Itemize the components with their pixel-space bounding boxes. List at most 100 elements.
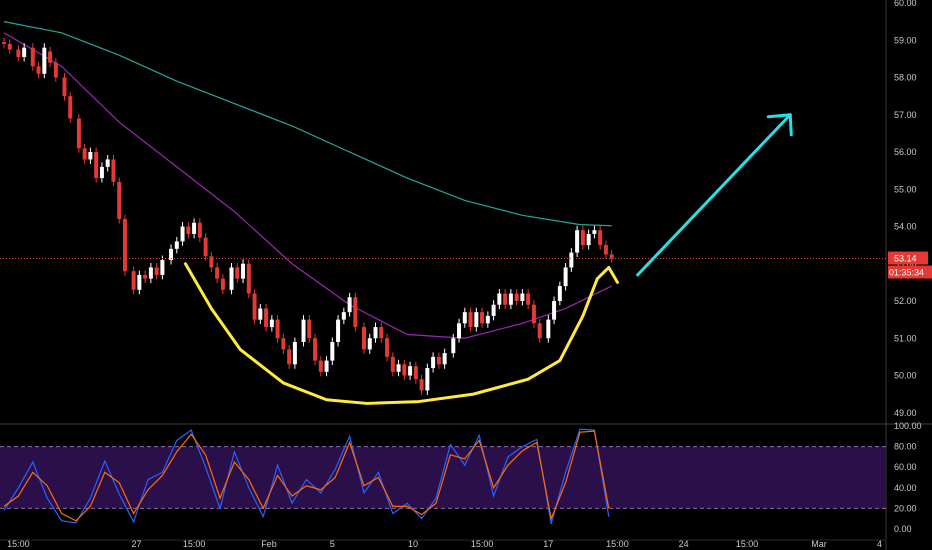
x-tick-label: 15:00 [736, 539, 759, 549]
x-tick-label: Feb [261, 539, 277, 549]
cup-annotation [183, 262, 619, 405]
candle [353, 297, 358, 328]
candle [186, 226, 191, 234]
candle [497, 293, 502, 305]
candle [264, 308, 269, 328]
y-tick-label: 55.00 [894, 184, 917, 194]
candle [2, 42, 6, 44]
candle [373, 327, 378, 339]
candle [480, 312, 485, 324]
candle [197, 222, 202, 238]
candle [252, 293, 257, 320]
candle [203, 237, 208, 257]
candle [425, 368, 430, 391]
candle [552, 301, 557, 320]
candle [491, 304, 496, 316]
candle [526, 293, 531, 305]
x-tick-label: 15:00 [183, 539, 206, 549]
candle [514, 293, 519, 301]
candle [379, 327, 384, 339]
osc-tick-label: 0.00 [894, 524, 912, 534]
candle [390, 356, 395, 372]
x-tick-label: 27 [131, 539, 141, 549]
candle [154, 267, 159, 275]
y-tick-label: 60.00 [894, 0, 917, 8]
candle [229, 267, 234, 290]
candle [62, 77, 67, 97]
candle [603, 245, 608, 255]
candle [258, 308, 263, 320]
y-tick-label: 56.00 [894, 147, 917, 157]
candle [174, 241, 179, 249]
candle [105, 159, 110, 167]
candle [563, 267, 568, 287]
candle [598, 230, 603, 246]
candle [531, 304, 536, 324]
candle [537, 323, 542, 339]
candle [53, 62, 58, 78]
moving-averages [3, 21, 612, 339]
candle [281, 338, 286, 350]
candle [275, 319, 280, 339]
candle [82, 148, 87, 160]
candle [347, 297, 352, 313]
candle [442, 353, 447, 365]
candle [68, 96, 73, 119]
candle [42, 47, 47, 74]
candle [88, 152, 93, 160]
osc-tick-label: 100.00 [894, 421, 922, 431]
candle [557, 286, 562, 301]
candle [99, 166, 104, 179]
candle [235, 267, 240, 279]
countdown-label: 01:35:34 [889, 268, 924, 278]
candle [546, 319, 551, 339]
candle [246, 263, 251, 294]
candle [220, 278, 225, 290]
arrow-shaft [636, 113, 792, 277]
osc-tick-label: 60.00 [894, 462, 917, 472]
x-tick-label: 17 [543, 539, 553, 549]
oscillator-band [0, 446, 886, 509]
oscillator-line-k [3, 428, 610, 525]
candle [318, 360, 323, 372]
candle [169, 248, 174, 261]
ma_fast-line [3, 32, 612, 339]
candle [287, 349, 292, 365]
osc-tick-label: 20.00 [894, 503, 917, 513]
candle [580, 230, 585, 246]
candle [313, 338, 318, 361]
candle [117, 181, 122, 220]
candle [131, 271, 136, 290]
x-tick-label: 4 [877, 539, 882, 549]
candle [362, 327, 366, 350]
candle [569, 252, 574, 268]
candle [520, 293, 525, 301]
candle [575, 230, 580, 253]
candle [457, 323, 462, 339]
y-tick-label: 49.00 [894, 408, 917, 418]
candle [413, 366, 418, 380]
candle [292, 341, 297, 365]
x-tick-label: 5 [330, 539, 335, 549]
ma_slow-line [3, 21, 612, 227]
y-tick-label: 54.00 [894, 222, 917, 232]
candle [48, 51, 53, 63]
candle [402, 364, 407, 376]
candle [215, 267, 220, 279]
candle [324, 360, 329, 372]
candle [436, 356, 441, 365]
candle [586, 233, 591, 246]
candle [122, 219, 127, 272]
candle [431, 356, 436, 369]
candle [192, 222, 197, 234]
y-tick-label: 50.00 [894, 371, 917, 381]
candle [241, 263, 246, 279]
x-tick-label: 15:00 [471, 539, 494, 549]
osc-tick-label: 80.00 [894, 442, 917, 452]
last-price-badge [888, 251, 928, 265]
candle [180, 226, 185, 242]
x-tick-label: Mar [811, 539, 827, 549]
candle [592, 230, 597, 234]
